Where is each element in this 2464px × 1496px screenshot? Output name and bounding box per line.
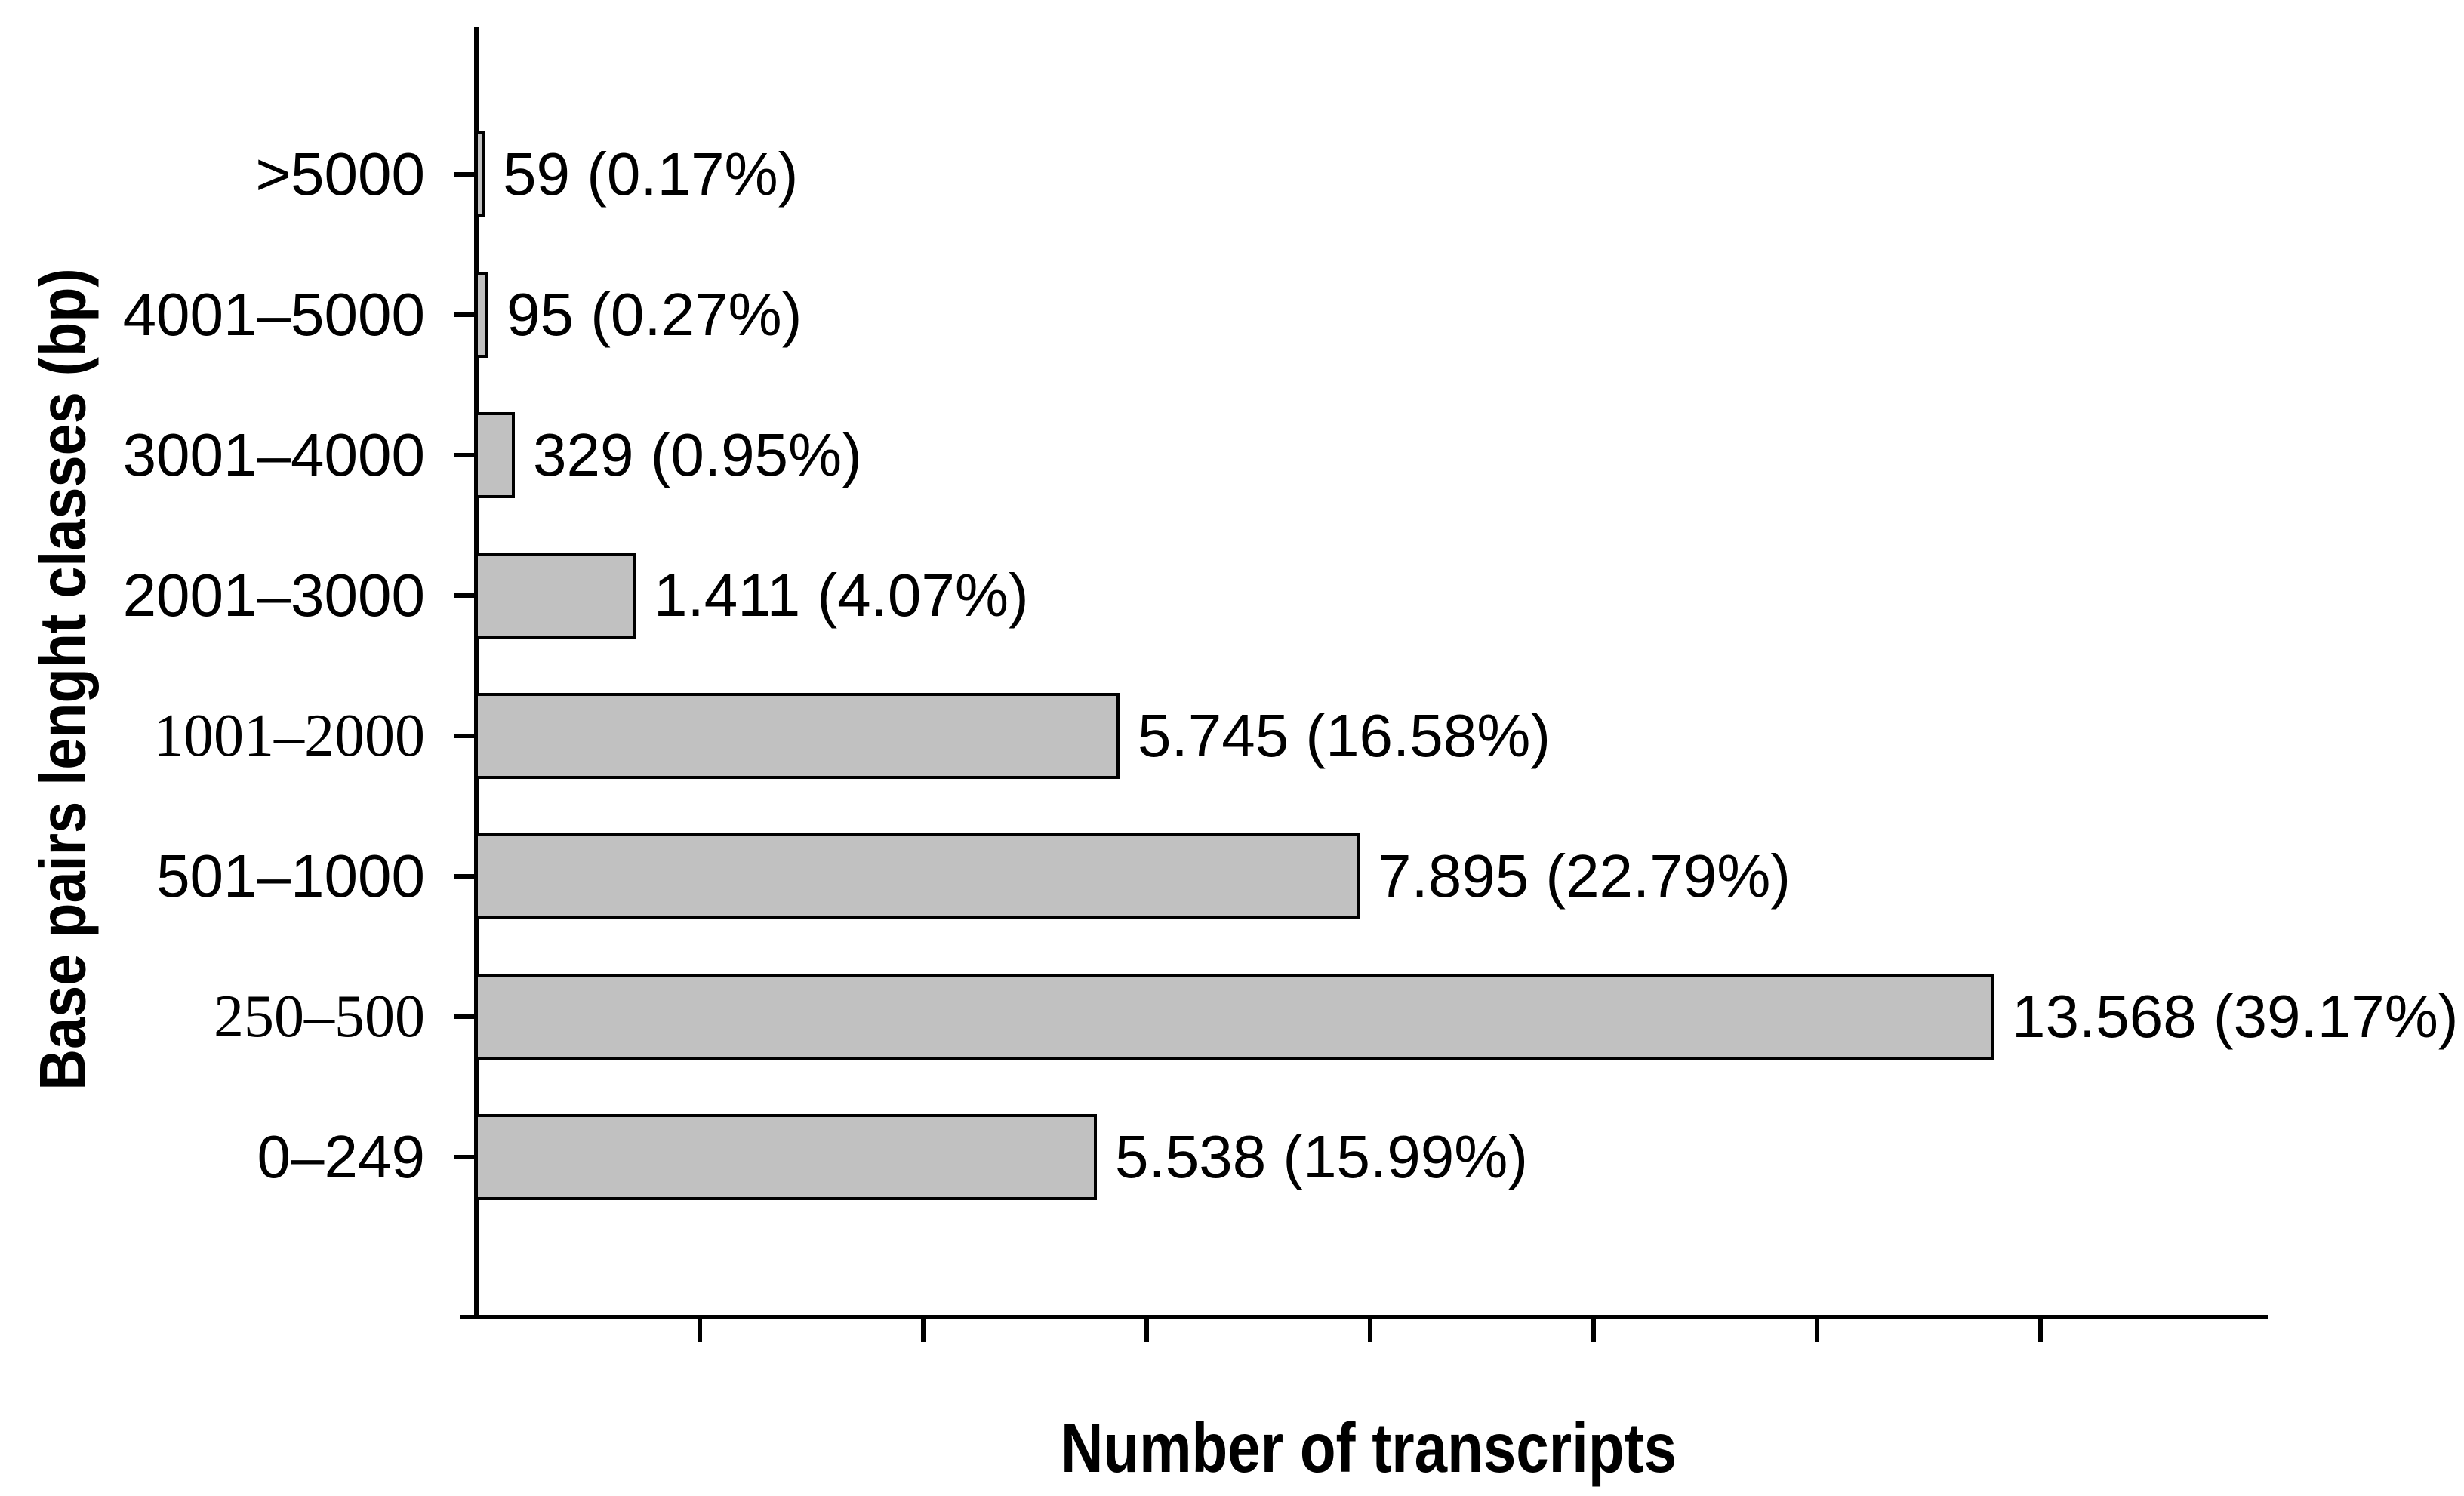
bar-value-label: 59 (0.17%) [503, 140, 799, 208]
category-label: 1001–2000 [153, 703, 425, 769]
y-axis-tick [454, 172, 476, 177]
x-axis-tick [1368, 1319, 1372, 1342]
bar-value-label: 5.745 (16.58%) [1138, 702, 1551, 769]
bar-value-label: 1.411 (4.07%) [654, 562, 1029, 629]
bar-value-label: 329 (0.95%) [533, 421, 862, 488]
y-axis-tick [454, 734, 476, 738]
y-axis-tick [454, 593, 476, 598]
x-axis-tick [1144, 1319, 1149, 1342]
bar-value-label: 7.895 (22.79%) [1378, 842, 1791, 910]
x-axis-tick [921, 1319, 926, 1342]
category-label: 4001–5000 [122, 281, 425, 348]
bar [475, 974, 1994, 1060]
bar [475, 131, 485, 217]
y-axis-tick [454, 453, 476, 457]
bar [475, 693, 1120, 779]
bar [475, 1114, 1097, 1200]
y-axis-tick [454, 312, 476, 317]
bar [475, 412, 515, 498]
category-label: 501–1000 [156, 842, 425, 910]
category-label: >5000 [255, 140, 425, 208]
category-label: 0–249 [257, 1123, 425, 1190]
x-axis-tick [1815, 1319, 1819, 1342]
category-label: 2001–3000 [122, 562, 425, 629]
y-axis-line [474, 27, 479, 1319]
x-axis-tick [2038, 1319, 2043, 1342]
x-axis-title: Number of transcripts [1060, 1408, 1677, 1487]
bar [475, 553, 636, 639]
bar-value-label: 5.538 (15.99%) [1115, 1123, 1529, 1190]
y-axis-title: Base pairs lenght classes (bp) [26, 268, 100, 1091]
y-axis-tick [454, 1014, 476, 1019]
x-axis-tick [1591, 1319, 1596, 1342]
y-axis-tick [454, 1155, 476, 1159]
bar [475, 833, 1360, 919]
category-label: 250–500 [214, 983, 425, 1050]
y-axis-tick [454, 874, 476, 879]
bar [475, 272, 488, 358]
x-axis-tick [698, 1319, 702, 1342]
bar-value-label: 13.568 (39.17%) [2012, 983, 2459, 1050]
bar-value-label: 95 (0.27%) [507, 281, 802, 348]
category-label: 3001–4000 [122, 421, 425, 488]
x-axis-line [460, 1315, 2268, 1319]
